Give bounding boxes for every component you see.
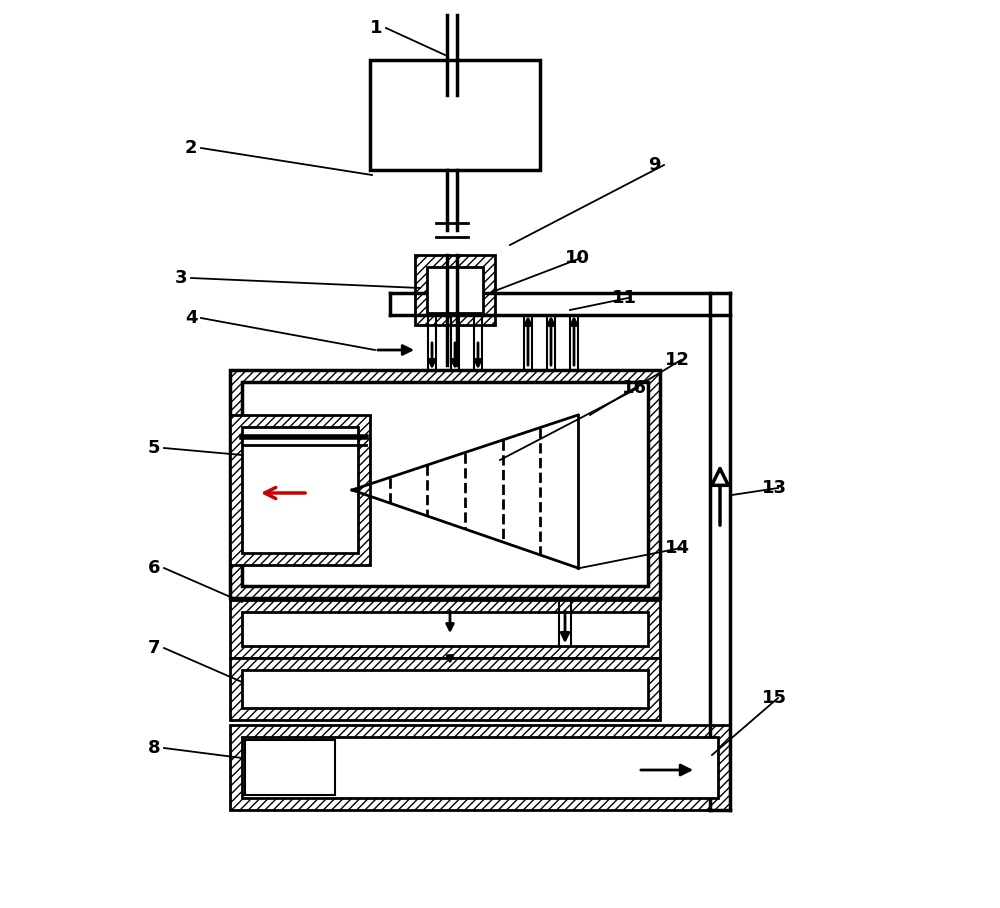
- Bar: [242, 612, 648, 646]
- Text: 16: 16: [622, 379, 647, 397]
- Bar: [242, 427, 358, 553]
- Bar: [427, 267, 483, 313]
- Text: 9: 9: [648, 156, 660, 174]
- Bar: [230, 370, 660, 598]
- Text: 11: 11: [612, 289, 637, 307]
- Text: 5: 5: [148, 439, 160, 457]
- Bar: [415, 255, 495, 325]
- Bar: [230, 725, 730, 810]
- Bar: [242, 382, 648, 586]
- Text: 4: 4: [185, 309, 198, 327]
- Text: 1: 1: [370, 19, 382, 37]
- Bar: [230, 415, 370, 565]
- Bar: [245, 740, 335, 795]
- Text: 12: 12: [665, 351, 690, 369]
- Bar: [230, 658, 660, 720]
- Bar: [242, 737, 718, 798]
- Text: 15: 15: [762, 689, 787, 707]
- Bar: [242, 670, 648, 708]
- Bar: [370, 60, 540, 170]
- Text: 2: 2: [185, 139, 198, 157]
- Text: 14: 14: [665, 539, 690, 557]
- Text: 7: 7: [148, 639, 160, 657]
- Text: 6: 6: [148, 559, 160, 577]
- Text: 8: 8: [148, 739, 161, 757]
- Text: 3: 3: [175, 269, 188, 287]
- Text: 13: 13: [762, 479, 787, 497]
- Bar: [230, 600, 660, 658]
- Text: 10: 10: [565, 249, 590, 267]
